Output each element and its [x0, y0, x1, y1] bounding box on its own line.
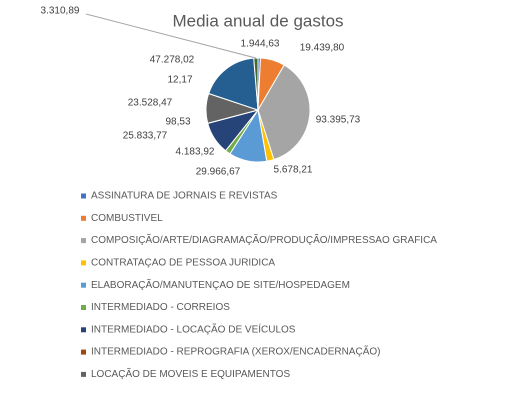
legend-marker — [81, 215, 86, 221]
legend-marker — [81, 282, 86, 288]
data-label: 12,17 — [167, 75, 192, 86]
legend-marker — [81, 238, 86, 244]
leader-line — [85, 13, 257, 59]
data-label: 5.678,21 — [274, 165, 313, 176]
data-label: 1.944,63 — [241, 39, 280, 50]
legend-label: INTERMEDIADO - CORREIOS — [91, 302, 230, 313]
data-label: 19.439,80 — [300, 43, 345, 54]
data-label: 3.310,89 — [41, 6, 80, 17]
legend-label: ASSINATURA DE JORNAIS E REVISTAS — [91, 191, 278, 202]
data-label: 93.395,73 — [316, 115, 361, 126]
data-label: 4.183,92 — [176, 147, 215, 158]
legend-label: LOCAÇÃO DE MOVEIS E EQUIPAMENTOS — [91, 367, 290, 380]
data-label: 47.278,02 — [150, 55, 195, 66]
legend-marker — [81, 193, 86, 199]
legend-marker — [81, 327, 86, 333]
legend-label: INTERMEDIADO - LOCAÇÃO DE VEÍCULOS — [91, 322, 296, 335]
data-label: 23.528,47 — [128, 98, 173, 109]
pie-slice — [257, 64, 311, 161]
data-label: 25.833,77 — [123, 131, 168, 142]
data-label: 98,53 — [165, 117, 190, 128]
legend-label: ELABORAÇÃO/MANUTENÇAO DE SITE/HOSPEDAGEM — [91, 278, 350, 291]
legend-label: INTERMEDIADO - REPROGRAFIA (XEROX/ENCADE… — [91, 345, 380, 358]
data-label: 29.966,67 — [196, 167, 241, 178]
legend-marker — [81, 305, 86, 310]
legend-marker — [81, 371, 86, 377]
legend-label: COMPOSIÇÃO/ARTE/DIAGRAMAÇÃO/PRODUÇÃO/IMP… — [91, 233, 437, 246]
pie-slice — [208, 57, 259, 111]
legend-marker — [81, 260, 86, 266]
legend-label: COMBUSTIVEL — [91, 213, 163, 224]
legend-label: CONTRATAÇAO DE PESSOA JURIDICA — [91, 258, 275, 269]
legend-marker — [81, 349, 86, 355]
chart-title: Media anual de gastos — [172, 11, 343, 30]
